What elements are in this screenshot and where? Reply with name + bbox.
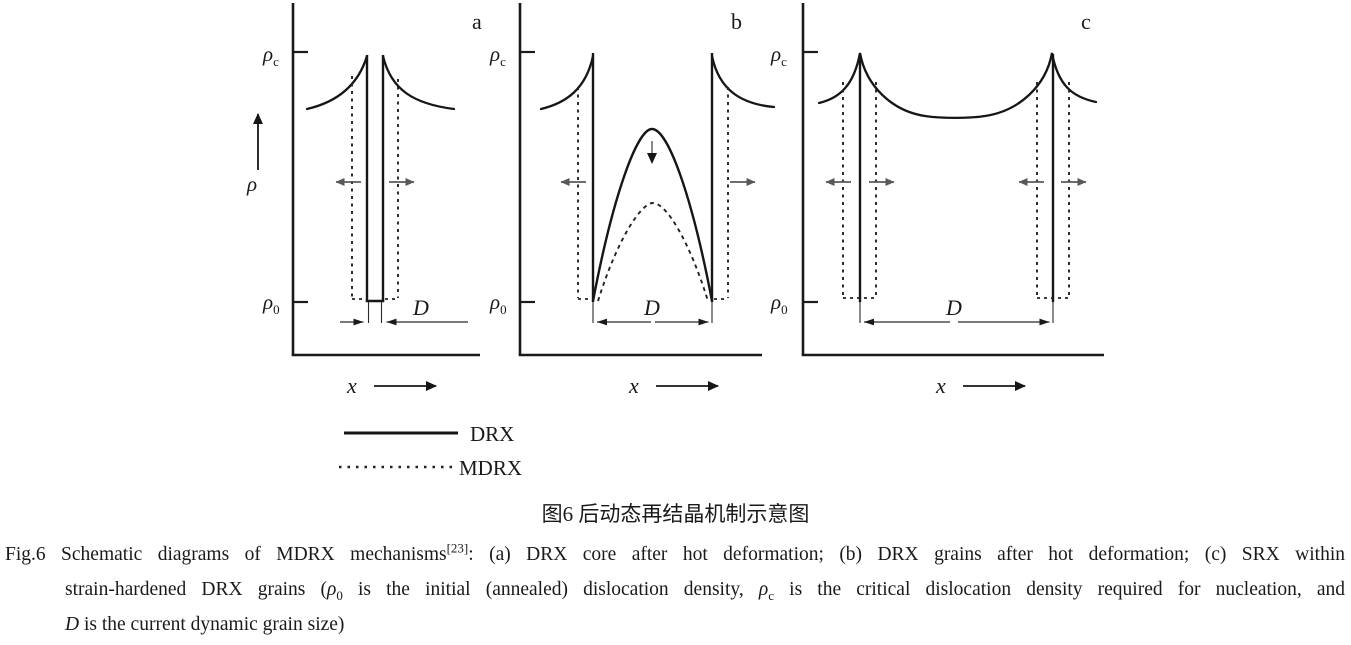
panel-a-rho-0-label: ρ0 (262, 290, 280, 317)
panel-c-grain-size-label: D (945, 295, 962, 320)
caption-text: is the current dynamic grain size) (79, 614, 345, 635)
panel-a-mdrx-boundaries (351, 76, 399, 300)
caption-english-line1: Fig.6 Schematic diagrams of MDRX mechani… (5, 537, 1345, 572)
rho-subscript: 0 (336, 587, 343, 603)
panel-b-grain-size-label: D (643, 295, 660, 320)
grain-size-symbol: D (65, 614, 80, 635)
caption-text: is the critical dislocation density requ… (774, 579, 1345, 600)
panel-a-grain-size-dimension (340, 302, 468, 326)
caption-text: : (a) DRX core after hot deformation; (b… (468, 544, 1345, 565)
caption-chinese: 图6 后动态再结晶机制示意图 (541, 502, 810, 526)
caption-text: Fig.6 Schematic diagrams of MDRX mechani… (5, 544, 447, 565)
legend-drx-label: DRX (470, 422, 514, 446)
reference-superscript: [23] (446, 540, 469, 556)
panel-a-drx-curve-right (381, 54, 456, 111)
panel-c: ρc ρ0 c D x (770, 3, 1104, 398)
panel-a: ρ ρc ρ0 a D x (246, 3, 482, 398)
panel-c-x-label: x (935, 373, 946, 398)
caption-english: Fig.6 Schematic diagrams of MDRX mechani… (0, 537, 1351, 642)
panel-a-rho-c-label: ρc (262, 42, 279, 69)
panel-b-letter: b (731, 9, 742, 34)
panel-c-letter: c (1081, 9, 1091, 34)
figure-legend: DRX MDRX (339, 422, 522, 480)
panel-c-rho-c-label: ρc (770, 42, 787, 69)
panel-a-grain-size-label: D (412, 295, 429, 320)
panel-b-drx-dome (591, 127, 714, 302)
panel-b-rho-0-label: ρ0 (489, 290, 507, 317)
panel-a-letter: a (472, 9, 482, 34)
panel-b-drx-curve-left (539, 54, 595, 111)
rho-symbol: ρ (758, 579, 769, 600)
caption-text: strain-hardened DRX grains ( (65, 579, 327, 600)
caption-english-line2: strain-hardened DRX grains (ρ0 is the in… (5, 572, 1345, 607)
caption-text: is the initial (annealed) dislocation de… (342, 579, 759, 600)
panel-b-grain-size-dimension (592, 302, 713, 326)
legend-mdrx-label: MDRX (459, 456, 522, 480)
panel-a-drx-curve-left (305, 54, 369, 111)
caption-english-line3: D is the current dynamic grain size) (5, 607, 1345, 642)
panel-b-rho-c-label: ρc (489, 42, 506, 69)
mdrx-figure: ρ ρc ρ0 a D x ρc ρ0 (246, 3, 1104, 480)
panel-b-x-label: x (628, 373, 639, 398)
panel-a-x-label: x (346, 373, 357, 398)
panel-c-grain-size-dimension (859, 302, 1054, 326)
panel-c-mdrx-boundaries (842, 82, 1070, 299)
panel-c-rho-0-label: ρ0 (770, 290, 788, 317)
rho-symbol: ρ (326, 579, 337, 600)
panel-b: ρc ρ0 b D x (489, 3, 776, 398)
y-axis-label: ρ (246, 172, 257, 196)
panel-b-mdrx-dome (597, 202, 709, 302)
rho-subscript: c (768, 587, 775, 603)
panel-b-drx-curve-right (710, 54, 776, 109)
panel-b-mdrx-boundaries (577, 87, 729, 300)
